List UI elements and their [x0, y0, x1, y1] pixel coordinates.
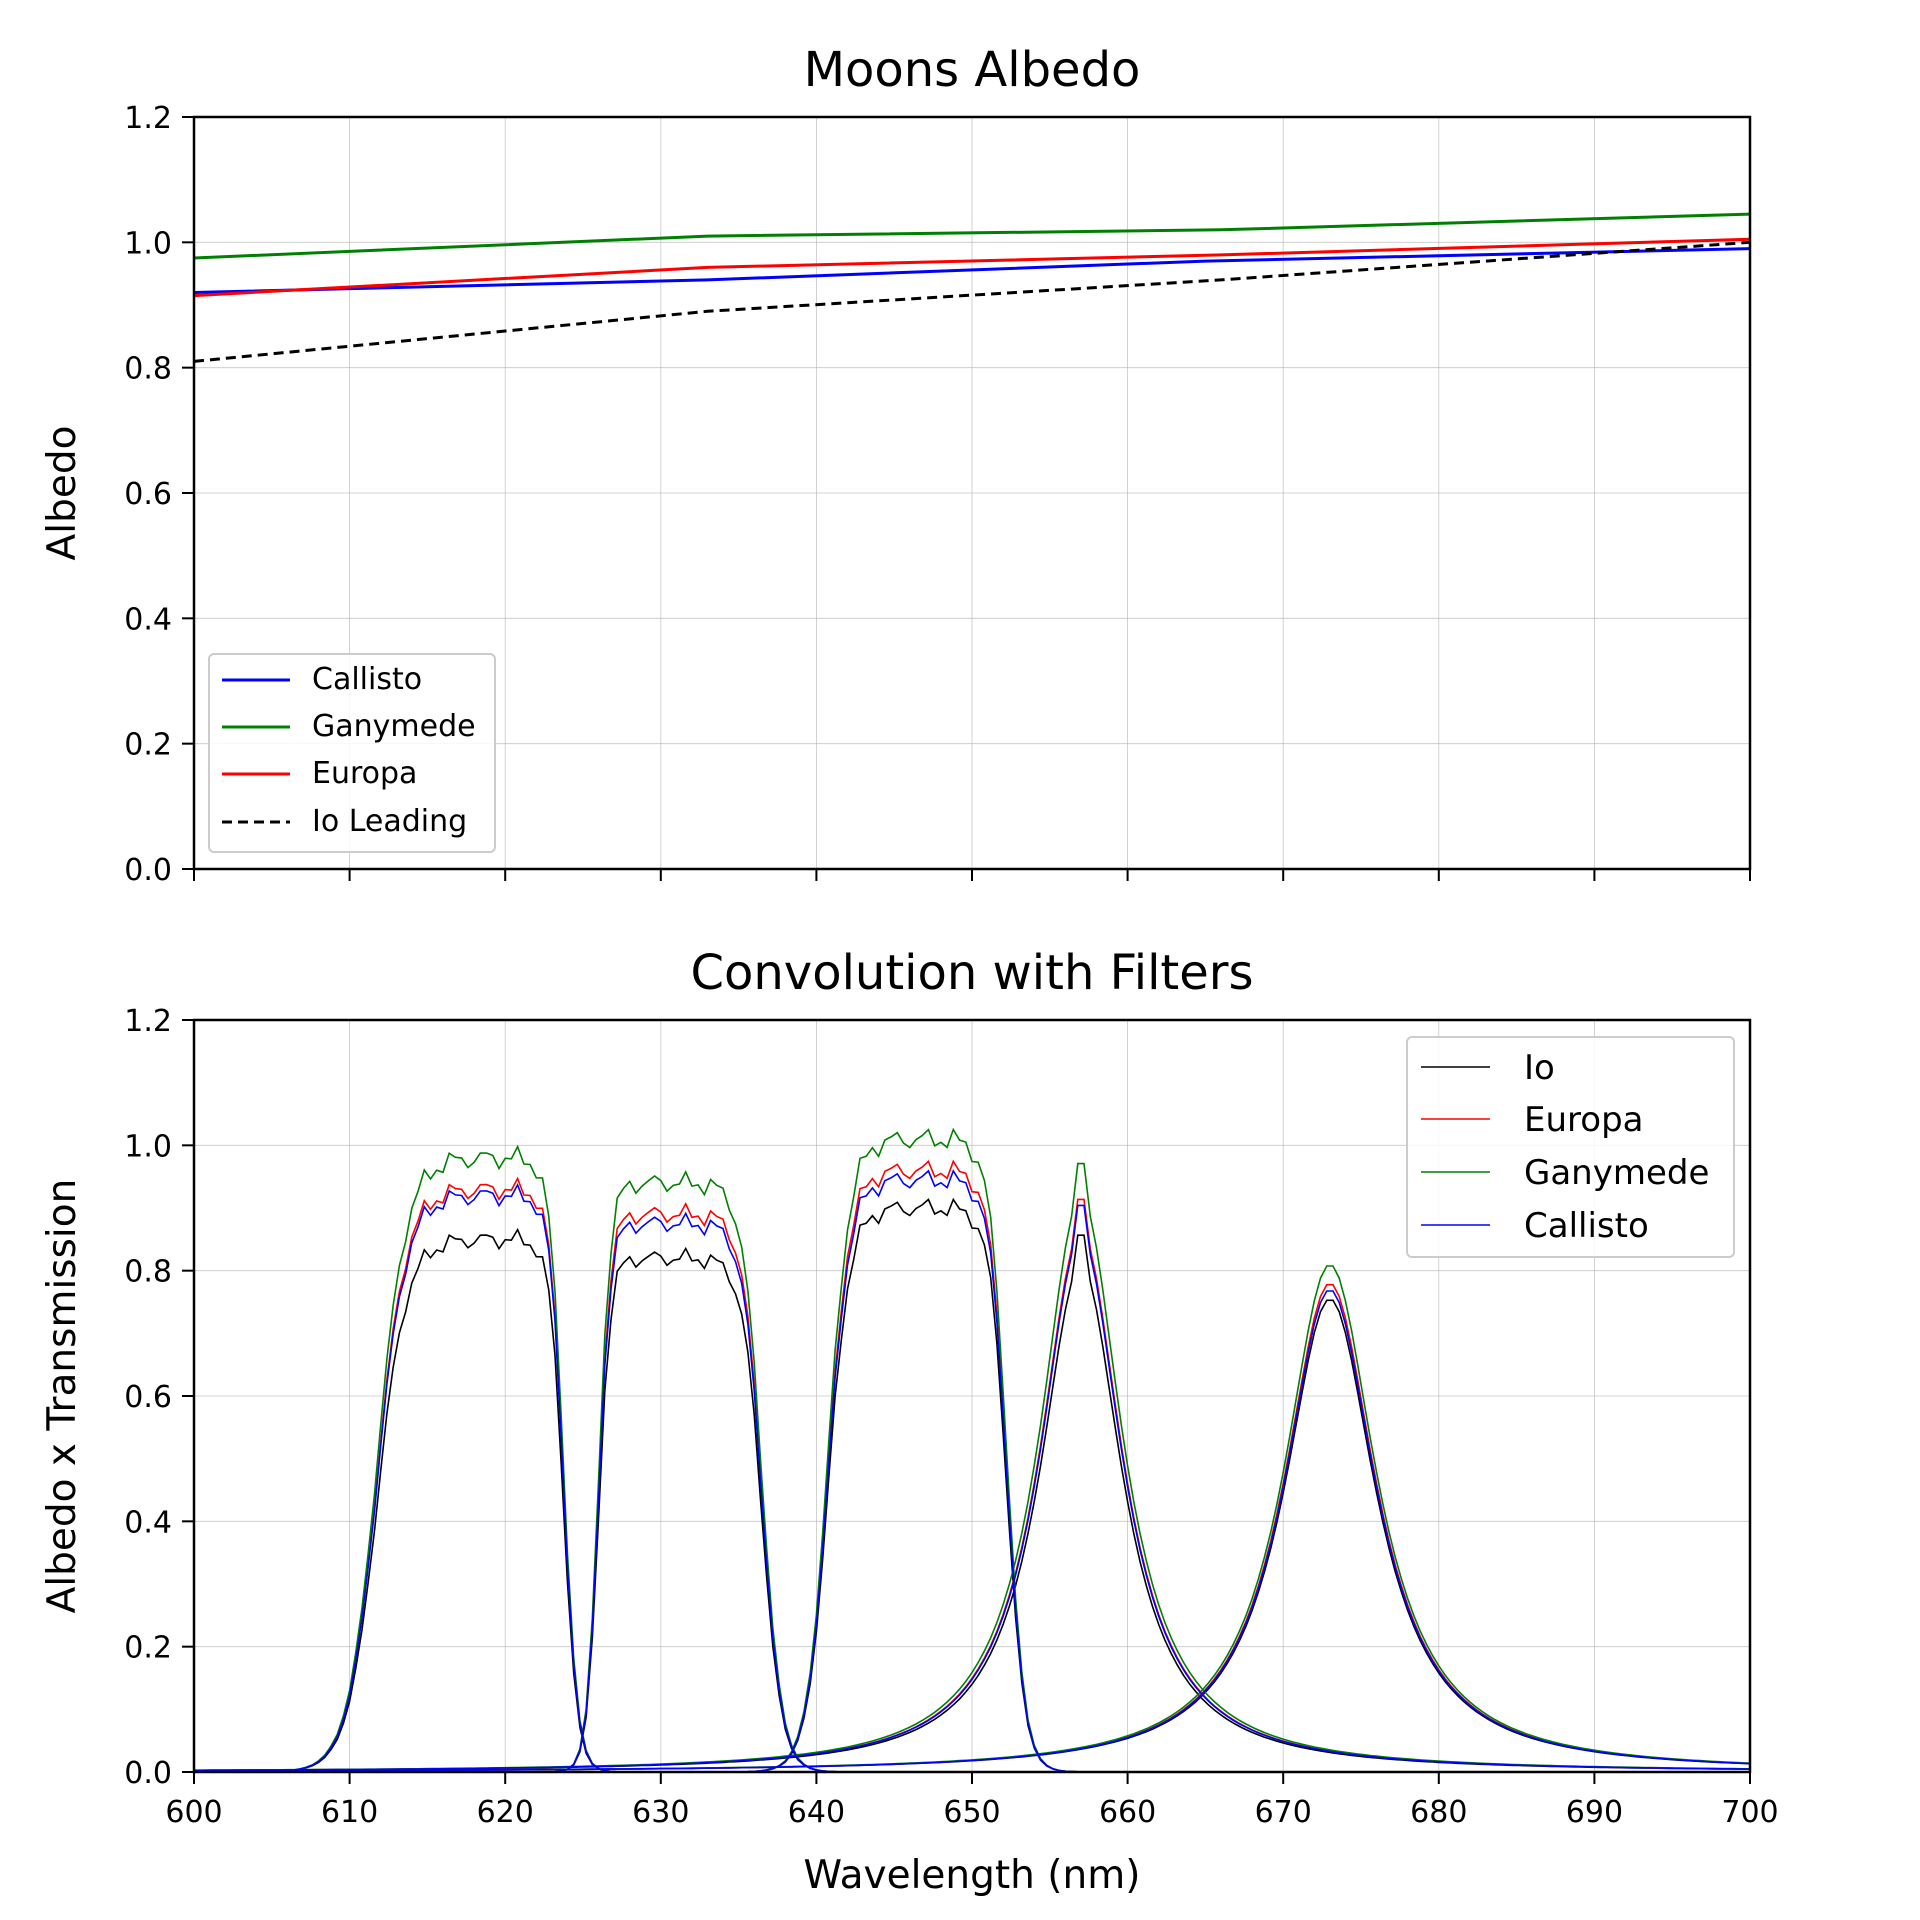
albedo-chart: Moons Albedo 0.0 0.2 0.4 0.6 0.8 1.0 1.2 Albed…	[40, 42, 1752, 888]
albedo-y-tick-label-1-0: 1.0	[124, 226, 172, 261]
convolution-x-tick-label-600: 600	[165, 1795, 222, 1830]
albedo-y-tick-label-0-6: 0.6	[124, 477, 172, 512]
convolution-x-tick-label-690: 690	[1566, 1795, 1623, 1830]
convolution-y-tick-label-1-0: 1.0	[124, 1129, 172, 1164]
legend-label-io-leading: Io Leading	[312, 804, 467, 839]
convolution-legend-box	[1406, 1036, 1735, 1258]
convolution-legend: Io Europa Ganymede Callisto	[1406, 1036, 1735, 1258]
convolution-axis-ticks: 600 610 620 630 640 650 660 670 680 690 700 0.0 0.2 0…	[124, 1004, 1778, 1830]
convolution-x-tick-label-700: 700	[1721, 1795, 1778, 1830]
albedo-y-tick-label-0-8: 0.8	[124, 352, 172, 387]
albedo-series-io-leading	[193, 240, 1751, 363]
convolution-x-tick-label-630: 630	[632, 1795, 689, 1830]
convolution-y-tick-label-0-2: 0.2	[124, 1631, 172, 1666]
convolution-y-tick-label-0-0: 0.0	[124, 1756, 172, 1791]
albedo-y-tick-label-0-2: 0.2	[124, 728, 172, 763]
albedo-y-axis-label: Albedo	[40, 426, 85, 561]
legend-label-callisto: Callisto	[312, 662, 422, 697]
convolution-x-tick-label-620: 620	[477, 1795, 534, 1830]
albedo-y-tick-label-0-4: 0.4	[124, 602, 172, 637]
albedo-chart-title: Moons Albedo	[804, 42, 1141, 98]
albedo-series	[193, 212, 1751, 363]
albedo-series-callisto	[193, 247, 1751, 294]
convolution-x-tick-label-670: 670	[1255, 1795, 1312, 1830]
legend-label-ganymede-conv: Ganymede	[1524, 1153, 1709, 1193]
albedo-legend: Callisto Ganymede Europa Io Leading	[208, 653, 496, 853]
albedo-legend-box	[208, 653, 496, 853]
convolution-y-tick-label-0-4: 0.4	[124, 1505, 172, 1540]
convolution-chart-title: Convolution with Filters	[690, 945, 1253, 1001]
convolution-x-tick-label-680: 680	[1410, 1795, 1467, 1830]
legend-label-ganymede: Ganymede	[312, 709, 476, 744]
convolution-y-axis-label: Albedo x Transmission	[40, 1179, 85, 1614]
albedo-series-europa	[193, 237, 1751, 298]
convolution-y-tick-label-0-6: 0.6	[124, 1380, 172, 1415]
albedo-y-tick-label-1-2: 1.2	[124, 101, 172, 136]
convolution-x-tick-label-660: 660	[1099, 1795, 1156, 1830]
convolution-chart: Convolution with Filters 600 610 620 630 640…	[40, 945, 1779, 1898]
convolution-x-tick-label-610: 610	[321, 1795, 378, 1830]
convolution-y-tick-label-0-8: 0.8	[124, 1255, 172, 1290]
convolution-x-axis-label: Wavelength (nm)	[804, 1853, 1141, 1898]
convolution-y-tick-label-1-2: 1.2	[124, 1004, 172, 1039]
legend-label-europa-conv: Europa	[1524, 1100, 1643, 1140]
albedo-y-tick-label-0-0: 0.0	[124, 853, 172, 888]
convolution-x-tick-label-640: 640	[788, 1795, 845, 1830]
convolution-x-tick-label-650: 650	[943, 1795, 1000, 1830]
albedo-series-ganymede	[193, 212, 1751, 260]
legend-label-io: Io	[1524, 1048, 1555, 1088]
legend-label-callisto-conv: Callisto	[1524, 1206, 1649, 1246]
albedo-axis-ticks: 0.0 0.2 0.4 0.6 0.8 1.0 1.2	[124, 101, 1751, 888]
legend-label-europa: Europa	[312, 756, 417, 791]
